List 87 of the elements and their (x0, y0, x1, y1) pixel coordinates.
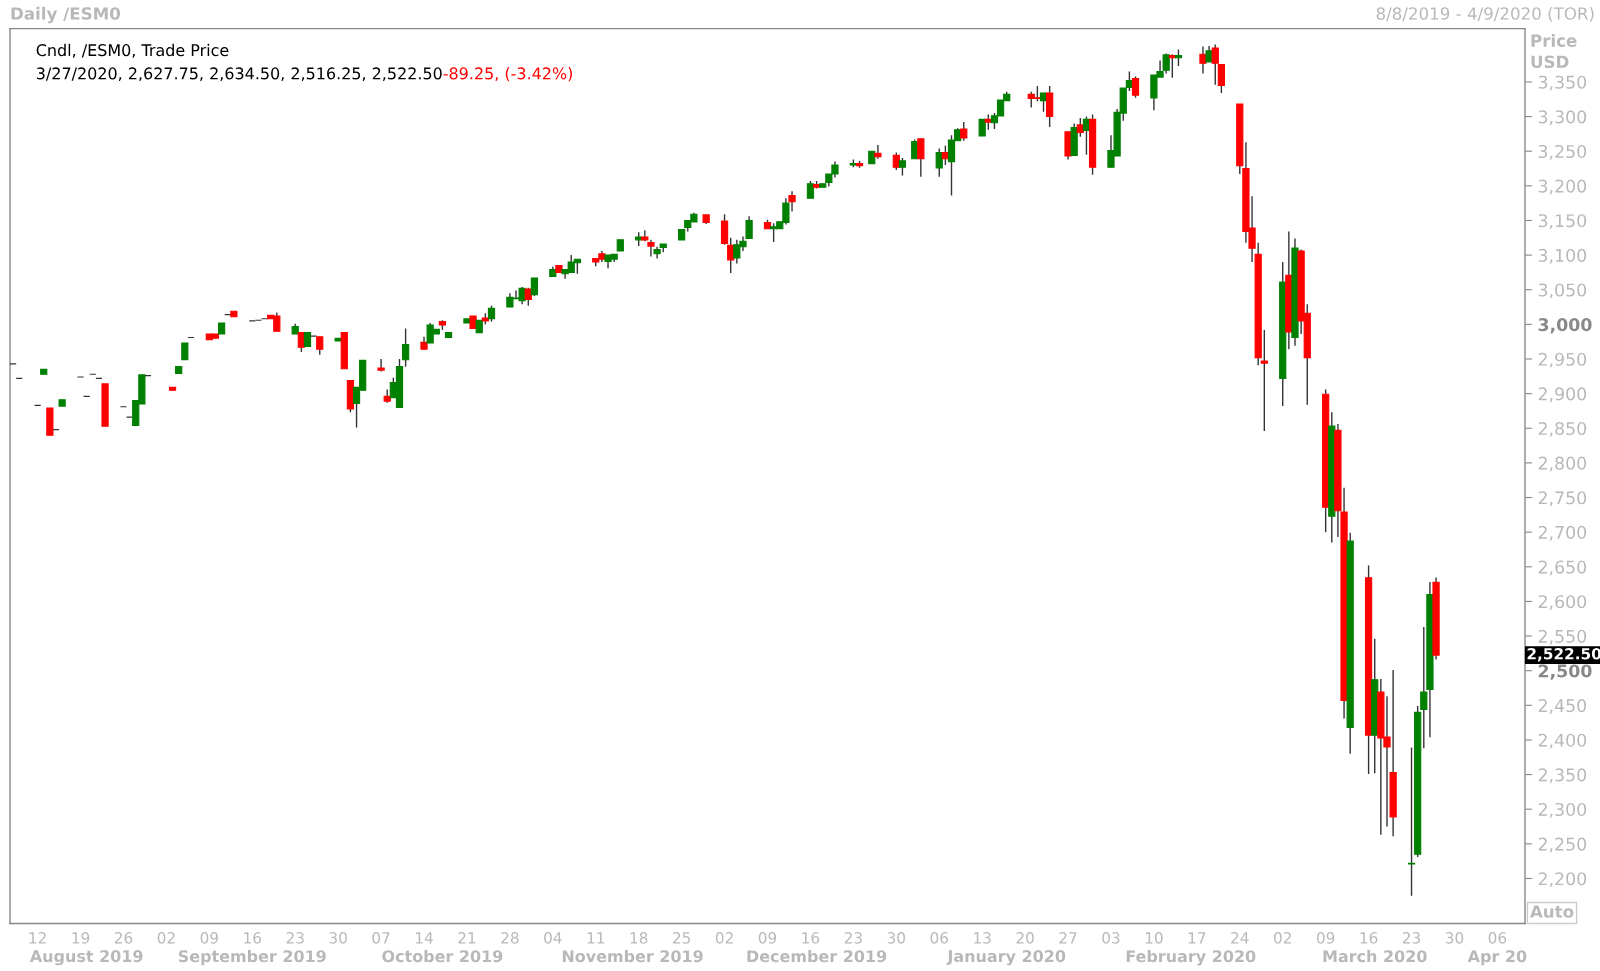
y-tick-label: 2,200 (1538, 872, 1587, 888)
x-tick-label: 14 (415, 932, 433, 944)
x-tick-label: 17 (1188, 932, 1206, 944)
x-tick-label: 09 (200, 932, 218, 944)
y-axis-title: Price USD (1531, 34, 1577, 69)
y-tick-label: 3,100 (1538, 248, 1587, 264)
x-tick-label: 04 (544, 932, 562, 944)
y-tick-label: 2,500 (1538, 664, 1592, 680)
y-tick-label: 2,950 (1538, 352, 1587, 368)
x-tick-label: 30 (329, 932, 347, 944)
annotation: Cndl, /ESM0, Trade Price (36, 43, 229, 58)
x2-tick-label: Apr 20 (1467, 950, 1527, 966)
y-tick-label: 3,350 (1538, 75, 1587, 91)
x-tick-label: 23 (1402, 932, 1421, 944)
candlestick (377, 358, 385, 373)
y-tick-label: 3,150 (1538, 214, 1587, 230)
y-tick-label: 2,550 (1538, 629, 1587, 645)
x-tick-label: 30 (887, 932, 906, 944)
y-tick-label: 2,650 (1538, 560, 1587, 576)
candlestick (960, 121, 968, 142)
y-tick-label: 2,750 (1538, 491, 1587, 507)
chart-title: Daily /ESM0 (11, 6, 121, 24)
x-tick-label: 24 (1231, 932, 1249, 944)
x2-tick-label: March 2020 (1323, 949, 1427, 963)
candlestick (917, 138, 925, 178)
x-tick-label: 13 (974, 932, 991, 944)
x-tick-label: 07 (372, 932, 390, 944)
y-tick-label: 2,250 (1538, 837, 1587, 853)
y-tick-label: 3,200 (1538, 179, 1587, 195)
y-tick-label: 2,300 (1538, 802, 1587, 818)
y-tick-label: 2,900 (1538, 387, 1587, 403)
x-tick-label: 02 (157, 932, 175, 944)
y-tick-label: 3,000 (1538, 318, 1592, 334)
x-tick-label: 12 (29, 932, 46, 944)
x2-tick-label: August 2019 (29, 950, 143, 966)
candlestick (1131, 75, 1140, 99)
x-tick-label: 26 (114, 932, 133, 944)
x2-tick-label: December 2019 (747, 949, 887, 963)
x-tick-label: 27 (1059, 932, 1077, 944)
annotation: 3/27/2020, 2,627.75, 2,634.50, 2,516.25, 2,522.50 (36, 67, 442, 82)
candlestick (530, 277, 539, 297)
x2-tick-label: September 2019 (178, 949, 326, 966)
y-tick-label: 2,350 (1538, 768, 1587, 784)
y-tick-label: 3,300 (1538, 110, 1587, 126)
x-tick-label: 11 (587, 932, 605, 944)
candlestick (1260, 329, 1268, 432)
text: Auto (1529, 905, 1574, 918)
x2-tick-label: February 2020 (1126, 949, 1256, 966)
x-tick-label: 10 (1145, 932, 1163, 944)
candlestick (1076, 117, 1084, 138)
chart-subtitle: 8/8/2019 - 4/9/2020 (TOR) (1376, 6, 1594, 22)
candlestick (401, 327, 410, 368)
x-tick-label: 19 (72, 932, 90, 944)
x-tick-label: 21 (458, 932, 476, 944)
candlestick (1407, 746, 1416, 897)
x-tick-label: 18 (630, 932, 648, 944)
y-tick-label: 2,450 (1538, 699, 1587, 714)
annotation: -89.25, (-3.42%) (443, 67, 572, 82)
candlestick (1046, 85, 1054, 128)
y-tick-label: 3,050 (1538, 283, 1587, 299)
x-tick-label: 06 (930, 932, 948, 944)
x-tick-label: 09 (758, 932, 777, 944)
x-tick-label: 02 (1274, 932, 1291, 944)
x-tick-label: 02 (715, 932, 733, 944)
y-tick-label: 2,800 (1538, 456, 1587, 472)
candlestick (874, 144, 882, 160)
x-tick-label: 09 (1316, 932, 1335, 944)
x2-tick-label: January 2020 (946, 950, 1066, 966)
candlestick (935, 147, 943, 178)
x-tick-label: 20 (1016, 932, 1034, 944)
x-tick-label: 16 (802, 932, 820, 944)
x-tick-label: 16 (1360, 932, 1378, 944)
x-tick-label: 16 (244, 932, 262, 944)
y-tick-label: 3,250 (1538, 144, 1587, 160)
y-tick-label: 2,600 (1538, 595, 1587, 611)
y-tick-label: 2,400 (1538, 733, 1587, 749)
x-tick-label: 23 (844, 932, 862, 944)
x-tick-label: 28 (501, 932, 519, 944)
x-tick-label: 03 (1102, 932, 1120, 944)
y-tick-label: 2,700 (1538, 525, 1587, 541)
x-tick-label: 23 (286, 932, 304, 944)
x2-tick-label: October 2019 (382, 949, 503, 963)
x-tick-label: 25 (673, 932, 691, 944)
x-tick-label: 06 (1488, 932, 1507, 944)
x2-tick-label: November 2019 (562, 949, 703, 963)
y-tick-label: 2,850 (1538, 421, 1587, 437)
x-tick-label: 30 (1445, 932, 1464, 944)
